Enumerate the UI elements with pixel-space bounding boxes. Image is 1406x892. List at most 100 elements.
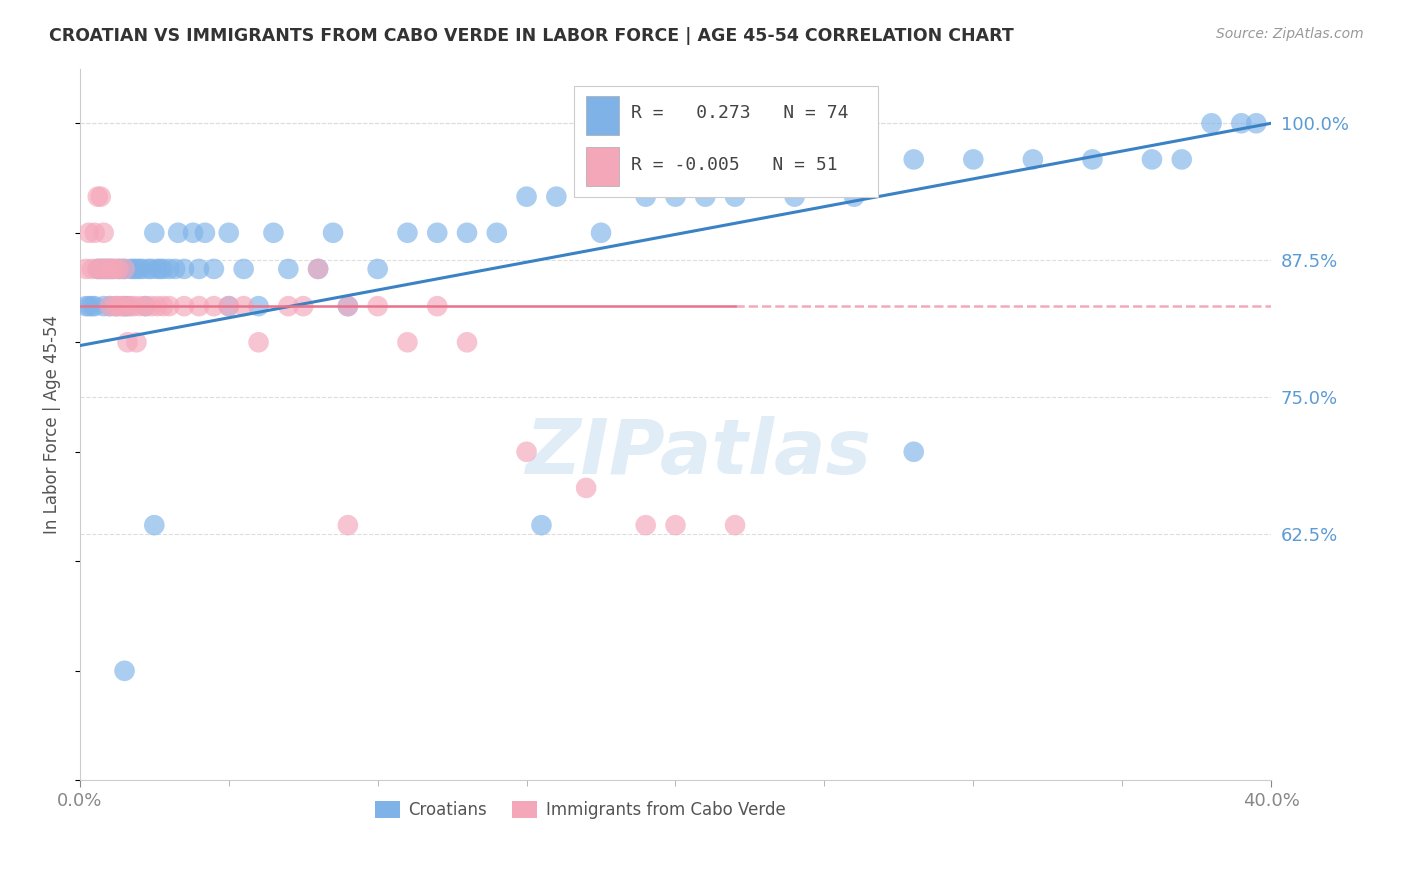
Point	[367, 261, 389, 276]
Point	[87, 261, 110, 276]
Point	[218, 299, 240, 313]
Point	[114, 261, 136, 276]
Text: R =   0.273   N = 74: R = 0.273 N = 74	[631, 104, 849, 122]
Point	[165, 261, 187, 276]
Point	[262, 226, 284, 240]
Point	[134, 299, 156, 313]
Point	[202, 299, 225, 313]
Point	[247, 299, 270, 313]
Point	[141, 299, 163, 313]
Point	[152, 261, 174, 276]
Point	[143, 226, 166, 240]
Point	[122, 261, 145, 276]
Point	[98, 299, 121, 313]
Point	[277, 299, 299, 313]
Point	[367, 299, 389, 313]
Point	[149, 261, 172, 276]
Point	[104, 299, 127, 313]
Point	[110, 299, 132, 313]
Point	[107, 261, 129, 276]
Point	[77, 299, 100, 313]
Point	[188, 261, 211, 276]
Point	[336, 518, 359, 533]
Point	[188, 299, 211, 313]
Point	[101, 261, 124, 276]
Point	[90, 261, 112, 276]
Point	[575, 481, 598, 495]
Point	[90, 261, 112, 276]
Text: R = -0.005   N = 51: R = -0.005 N = 51	[631, 156, 838, 174]
Point	[122, 299, 145, 313]
Point	[146, 261, 169, 276]
Point	[724, 189, 747, 203]
Point	[589, 226, 612, 240]
Point	[1081, 153, 1104, 167]
Text: CROATIAN VS IMMIGRANTS FROM CABO VERDE IN LABOR FORCE | AGE 45-54 CORRELATION CH: CROATIAN VS IMMIGRANTS FROM CABO VERDE I…	[49, 27, 1014, 45]
Point	[138, 261, 160, 276]
Point	[83, 299, 105, 313]
Point	[93, 226, 115, 240]
Point	[152, 299, 174, 313]
Point	[93, 299, 115, 313]
Point	[143, 518, 166, 533]
Point	[485, 226, 508, 240]
Point	[903, 153, 925, 167]
Point	[634, 189, 657, 203]
Point	[134, 299, 156, 313]
Point	[426, 226, 449, 240]
Point	[146, 299, 169, 313]
Point	[128, 299, 150, 313]
Point	[90, 189, 112, 203]
Point	[98, 299, 121, 313]
Point	[844, 189, 866, 203]
Point	[157, 299, 180, 313]
Point	[396, 335, 419, 350]
Point	[292, 299, 315, 313]
Point	[75, 261, 97, 276]
Legend: Croatians, Immigrants from Cabo Verde: Croatians, Immigrants from Cabo Verde	[368, 794, 792, 825]
Point	[232, 261, 254, 276]
Point	[664, 189, 686, 203]
Point	[695, 189, 717, 203]
Point	[247, 335, 270, 350]
Point	[96, 261, 118, 276]
Point	[307, 261, 329, 276]
Point	[167, 226, 190, 240]
Point	[114, 664, 136, 678]
Point	[114, 299, 136, 313]
Point	[173, 261, 195, 276]
Point	[724, 518, 747, 533]
Point	[516, 444, 538, 458]
Point	[117, 335, 139, 350]
Bar	[586, 147, 620, 186]
Point	[87, 261, 110, 276]
Point	[232, 299, 254, 313]
Point	[336, 299, 359, 313]
Point	[546, 189, 568, 203]
Y-axis label: In Labor Force | Age 45-54: In Labor Force | Age 45-54	[44, 315, 60, 534]
Point	[104, 261, 127, 276]
Point	[664, 518, 686, 533]
Point	[120, 261, 142, 276]
Point	[110, 261, 132, 276]
Point	[336, 299, 359, 313]
Point	[1140, 153, 1163, 167]
Point	[98, 261, 121, 276]
FancyBboxPatch shape	[574, 87, 877, 196]
Point	[80, 299, 103, 313]
Point	[396, 226, 419, 240]
Point	[93, 261, 115, 276]
Point	[107, 299, 129, 313]
Point	[80, 261, 103, 276]
Point	[157, 261, 180, 276]
Point	[277, 261, 299, 276]
Point	[83, 226, 105, 240]
Point	[307, 261, 329, 276]
Point	[93, 261, 115, 276]
Point	[96, 261, 118, 276]
Point	[117, 299, 139, 313]
Point	[1022, 153, 1045, 167]
Point	[783, 189, 806, 203]
Point	[114, 261, 136, 276]
Point	[516, 189, 538, 203]
